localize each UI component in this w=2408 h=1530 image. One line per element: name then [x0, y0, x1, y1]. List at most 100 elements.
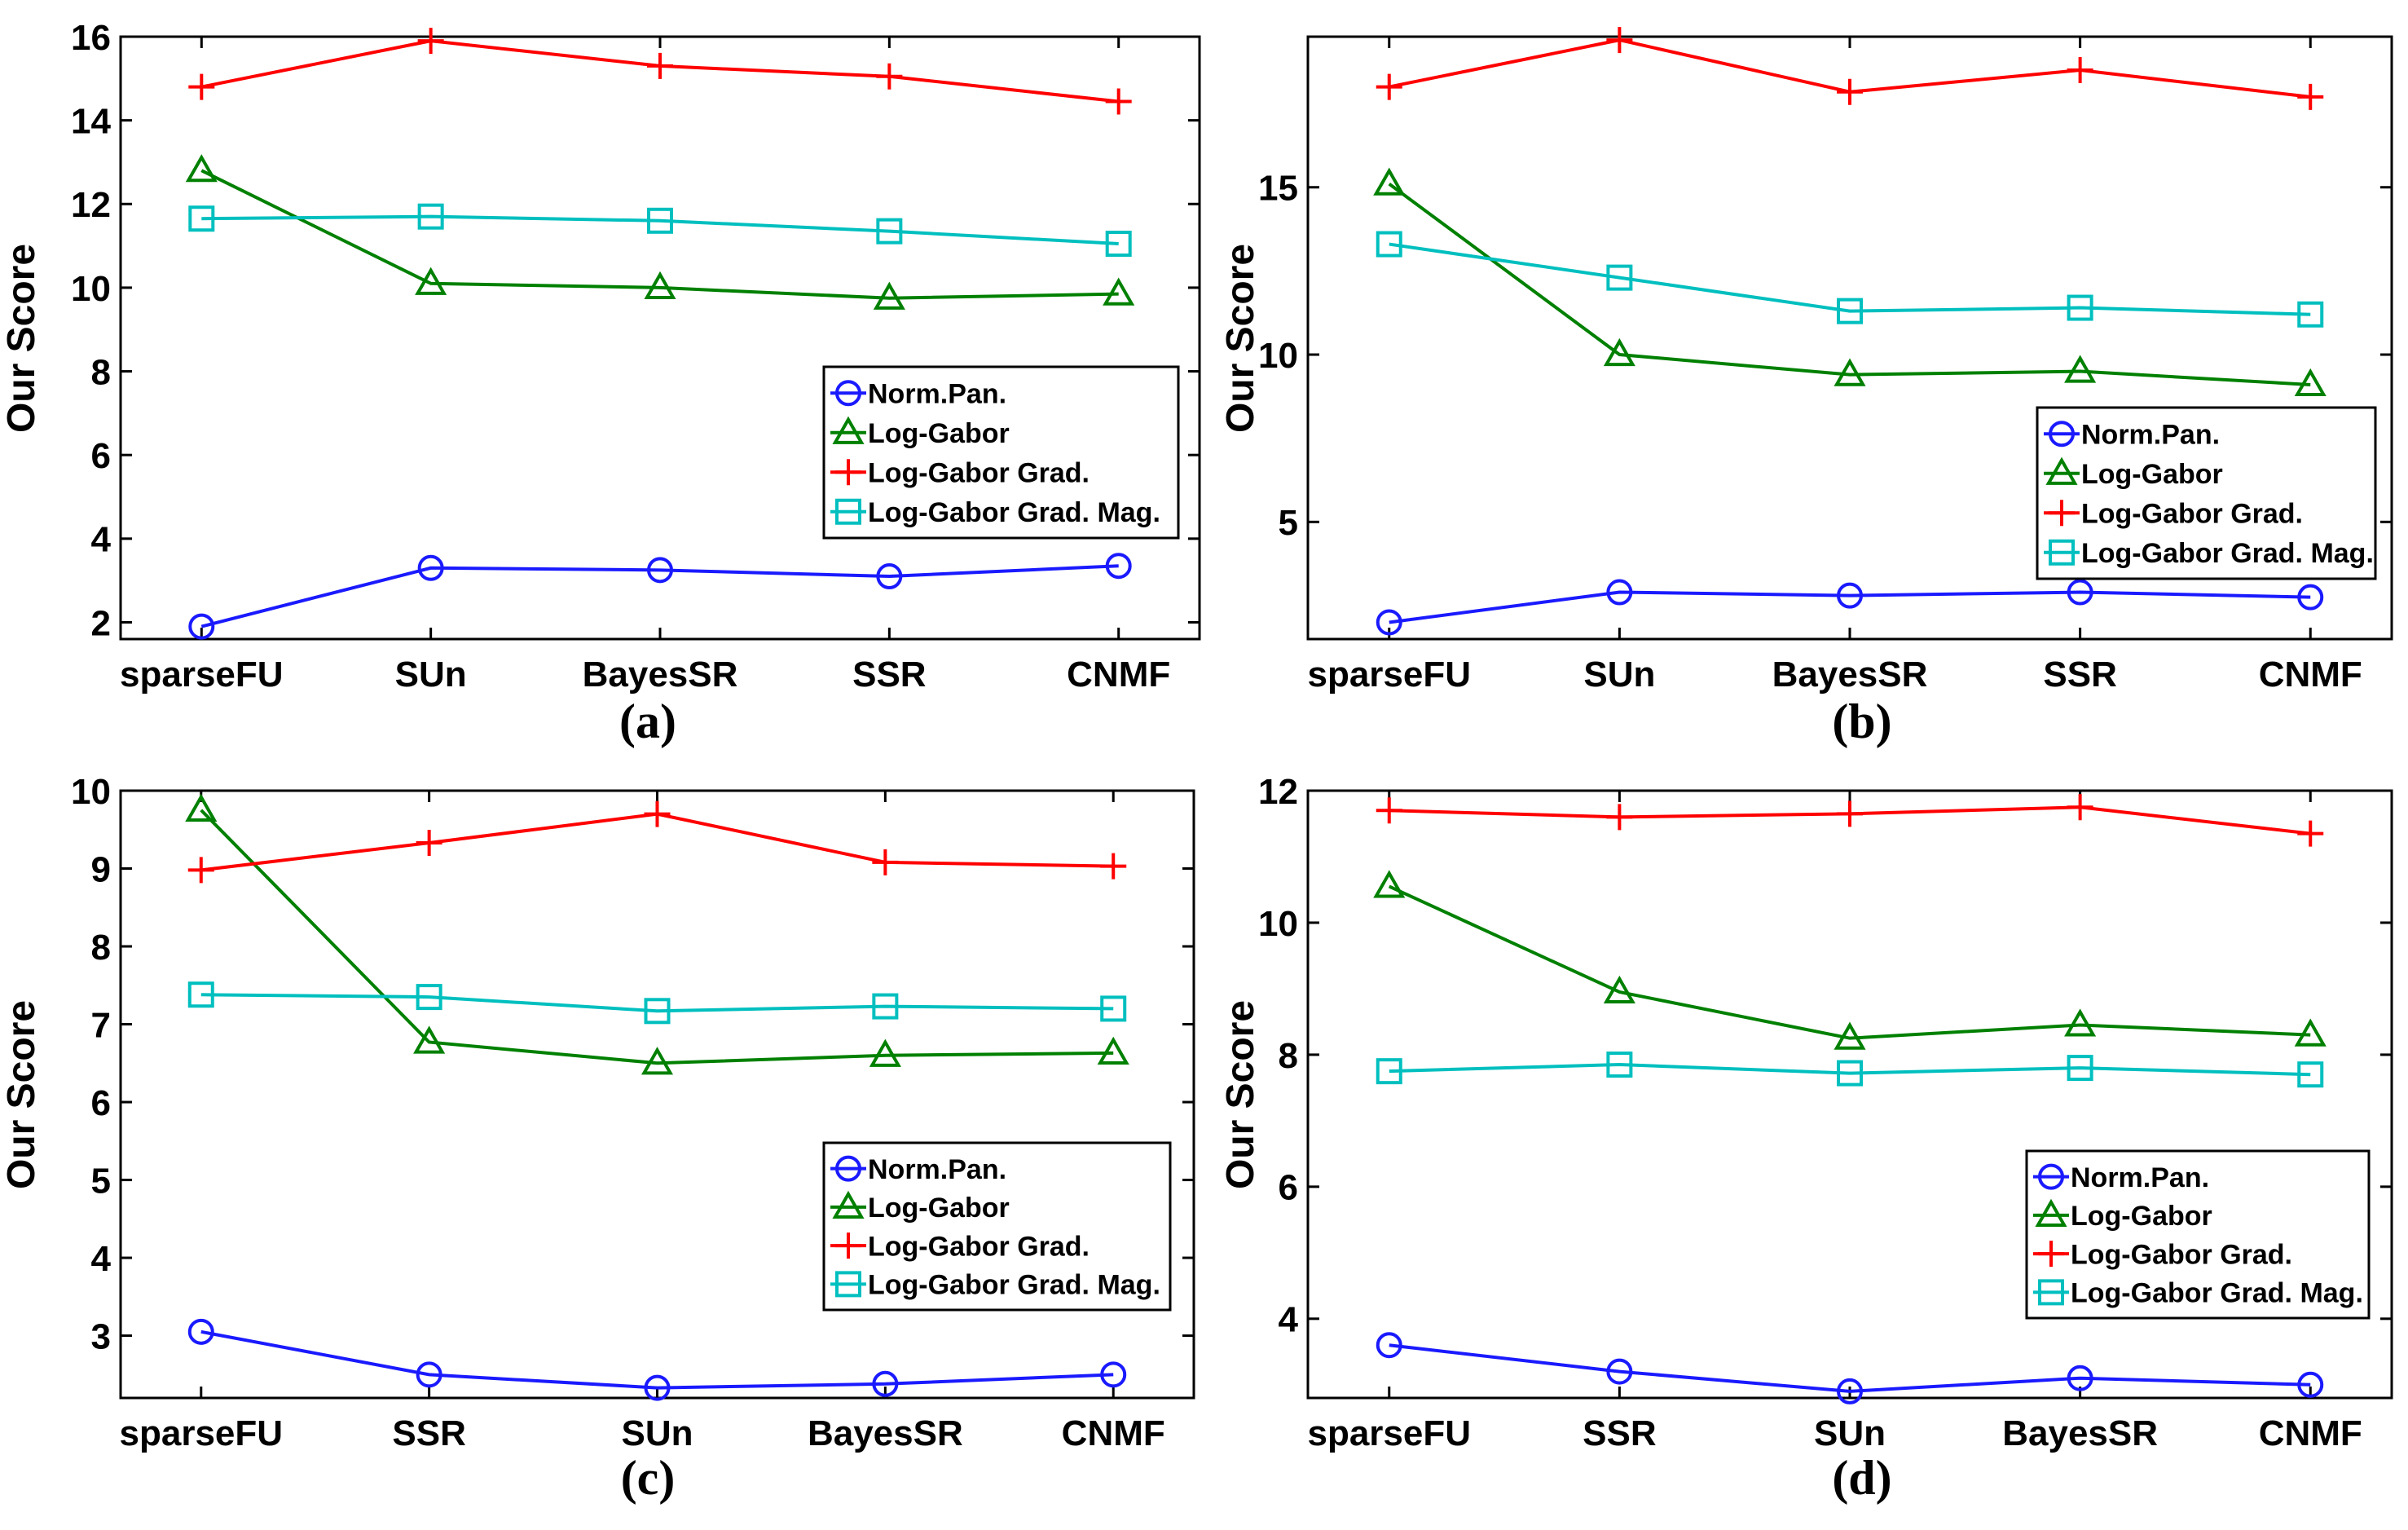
legend-box: [822, 365, 1180, 540]
y-tick-label: 10: [71, 772, 111, 812]
marker-square-3: [2067, 294, 2093, 321]
marker-circle-legend-0: [2049, 421, 2075, 448]
marker-plus-2: [647, 52, 673, 79]
chart-panel-2: 5 10 15 sparseFU SUn BayesSR SSR CNMF Our Score (…: [1219, 27, 2393, 748]
y-tick-label: 4: [1279, 1300, 1299, 1340]
legend: Norm.Pan. Log-Gabor Log-Gabor Grad. Log-Gab…: [2036, 406, 2377, 580]
marker-triangle-1: [1603, 337, 1635, 367]
y-tick-label: 15: [1258, 169, 1298, 209]
marker-triangle-2: [1834, 358, 1866, 386]
y-tick-label: 16: [71, 18, 111, 58]
marker-plus-4: [2297, 83, 2324, 110]
series-line-norm-pan-: [1389, 590, 2311, 624]
panel-label: (b): [1832, 694, 1891, 748]
panel-label: (c): [621, 1451, 676, 1505]
marker-square-3: [876, 218, 903, 245]
y-tick-label: 12: [1258, 772, 1298, 812]
series-line-log-gabor-grad-mag-: [1389, 1063, 2311, 1077]
legend-box: [2036, 406, 2377, 580]
marker-triangle-legend-1: [2045, 456, 2078, 485]
marker-plus-2: [1837, 78, 1863, 105]
marker-triangle-0: [1373, 167, 1406, 196]
y-tick-label: 5: [91, 1161, 111, 1201]
y-tick-label: 8: [91, 352, 111, 392]
x-tick-label: CNMF: [2259, 655, 2362, 694]
marker-plus-0: [1376, 797, 1402, 824]
x-tick-label: SUn: [1814, 1413, 1886, 1453]
marker-circle-legend-0: [2038, 1163, 2064, 1190]
marker-plus-legend-2: [835, 459, 861, 486]
marker-circle-3: [876, 563, 903, 590]
marker-circle-4: [1105, 553, 1132, 580]
x-tick-label: BayesSR: [1772, 655, 1928, 694]
marker-triangle-4: [2294, 1018, 2327, 1047]
y-tick-label: 12: [71, 185, 111, 225]
y-tick-label: 5: [1279, 503, 1298, 543]
marker-circle-3: [872, 1370, 899, 1397]
marker-triangle-0: [1373, 870, 1406, 898]
legend-entry: Log-Gabor Grad. Mag.: [868, 497, 1160, 528]
series-line-log-gabor: [200, 809, 1114, 1065]
y-tick-label: 14: [71, 101, 111, 141]
marker-plus-1: [1606, 27, 1633, 54]
marker-circle-2: [647, 557, 673, 584]
legend-entry: Log-Gabor: [2071, 1201, 2212, 1232]
x-tick-label: BayesSR: [808, 1413, 963, 1453]
marker-circle-legend-0: [835, 1155, 861, 1182]
y-tick-label: 4: [91, 1239, 112, 1279]
y-tick-label: 4: [91, 520, 112, 560]
marker-plus-3: [2067, 57, 2093, 84]
marker-circle-3: [2067, 1365, 2093, 1391]
y-tick-label: 10: [1258, 336, 1298, 376]
marker-circle-0: [188, 613, 215, 640]
chart-panel-3: 3 4 5 6 7 8 9 10 sparseFU SSR SUn BayesSR CNMF Our Sc…: [0, 772, 1195, 1505]
y-tick-label: 10: [1258, 904, 1298, 944]
x-tick-label: SUn: [395, 655, 467, 694]
legend-entry: Norm.Pan.: [2071, 1162, 2209, 1193]
x-tick-label: sparseFU: [1307, 1413, 1471, 1453]
panel-label: (d): [1832, 1451, 1891, 1505]
marker-square-0: [1376, 1058, 1402, 1085]
series-line-norm-pan-: [1389, 1343, 2311, 1393]
series-line-log-gabor-grad-mag-: [200, 993, 1114, 1013]
marker-circle-legend-0: [835, 380, 861, 407]
marker-square-4: [1105, 231, 1132, 258]
y-axis-label: Our Score: [1219, 1000, 1262, 1189]
y-tick-label: 8: [1279, 1036, 1298, 1076]
x-tick-label: CNMF: [1062, 1413, 1165, 1453]
marker-square-legend-3: [835, 498, 861, 525]
legend-entry: Norm.Pan.: [868, 378, 1006, 409]
marker-square-legend-3: [2038, 1279, 2064, 1306]
series-line-log-gabor-grad-mag-: [1389, 242, 2311, 316]
x-tick-label: CNMF: [2259, 1413, 2362, 1453]
marker-square-2: [647, 207, 673, 234]
marker-circle-2: [1837, 1378, 1863, 1404]
x-tick-label: BayesSR: [583, 655, 738, 694]
marker-plus-1: [416, 829, 442, 856]
marker-triangle-3: [869, 1038, 901, 1067]
x-tick-label: CNMF: [1067, 655, 1170, 694]
legend-entry: Log-Gabor: [868, 418, 1010, 449]
legend-entry: Log-Gabor Grad.: [2081, 498, 2303, 529]
y-axis-label: Our Score: [0, 1000, 43, 1189]
marker-square-2: [644, 998, 671, 1025]
marker-plus-1: [1606, 804, 1633, 831]
y-tick-label: 8: [91, 928, 111, 968]
marker-square-2: [1837, 1060, 1863, 1087]
x-tick-label: sparseFU: [120, 655, 284, 694]
y-tick-label: 6: [91, 1083, 111, 1123]
marker-plus-legend-2: [2049, 500, 2075, 527]
legend: Norm.Pan. Log-Gabor Log-Gabor Grad. Log-Gab…: [822, 365, 1180, 540]
chart-panel-1: 2 4 6 8 10 12 14 16 sparseFU SUn BayesSR SSR CNMF Our…: [0, 18, 1201, 748]
marker-circle-0: [1376, 609, 1402, 636]
marker-square-legend-3: [835, 1271, 861, 1298]
marker-triangle-2: [641, 1047, 674, 1075]
marker-triangle-4: [1097, 1036, 1129, 1065]
y-tick-label: 7: [91, 1005, 111, 1045]
marker-circle-1: [416, 1361, 442, 1388]
marker-triangle-0: [185, 793, 218, 822]
marker-plus-4: [1105, 88, 1132, 115]
y-tick-label: 2: [91, 603, 111, 643]
legend-entry: Log-Gabor: [868, 1193, 1010, 1224]
